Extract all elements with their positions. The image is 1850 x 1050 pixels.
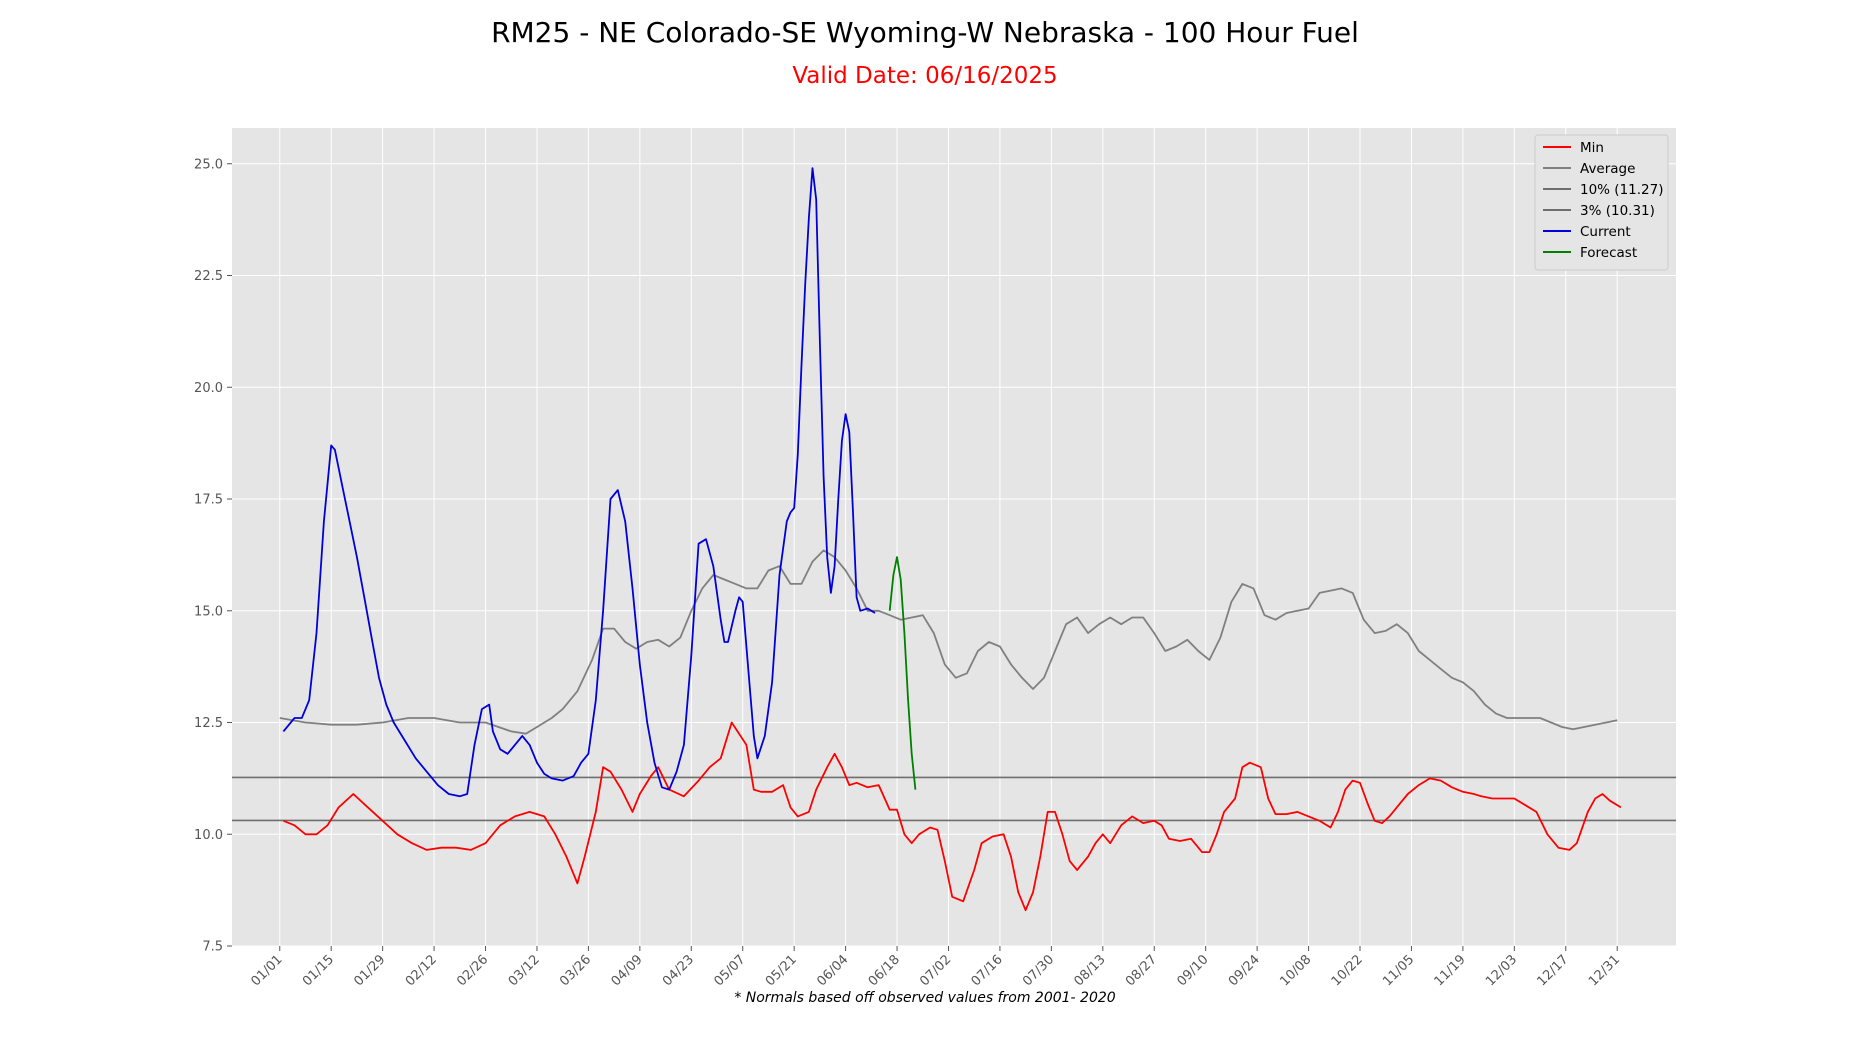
x-tick-label: 02/26 xyxy=(454,952,491,989)
x-tick-label: 06/18 xyxy=(866,952,903,989)
series-line-current xyxy=(282,167,876,798)
x-tick-label: 10/08 xyxy=(1277,952,1314,989)
y-tick-label: 10.0 xyxy=(194,828,223,843)
x-tick-label: 11/05 xyxy=(1380,952,1417,989)
legend: Min Average 10% (11.27) 3% (10.31) Current Fo… xyxy=(1534,134,1669,271)
y-tick-label: 7.5 xyxy=(202,940,223,955)
grid-layer xyxy=(232,128,1676,947)
x-tick-label: 01/15 xyxy=(300,952,337,989)
legend-label: Current xyxy=(1580,224,1631,240)
y-tick-label: 15.0 xyxy=(194,604,223,619)
x-tick-label: 01/29 xyxy=(351,952,388,989)
x-tick-label: 12/31 xyxy=(1586,952,1623,989)
x-tick-label: 03/12 xyxy=(506,952,543,989)
x-tick-label: 06/04 xyxy=(814,952,851,989)
legend-label: 10% (11.27) xyxy=(1580,182,1663,198)
x-tick-label: 03/26 xyxy=(557,952,594,989)
reference-lines xyxy=(232,776,1676,822)
y-tick-label: 17.5 xyxy=(194,493,223,508)
series-line-average xyxy=(279,549,1618,735)
y-tick-label: 22.5 xyxy=(194,269,223,284)
y-tick-label: 25.0 xyxy=(194,157,223,172)
series-line-min xyxy=(283,721,1622,912)
x-tick-label: 07/16 xyxy=(969,952,1006,989)
x-tick-label: 07/02 xyxy=(917,952,954,989)
x-tick-label: 07/30 xyxy=(1020,952,1057,989)
x-tick-label: 09/24 xyxy=(1226,952,1263,989)
x-tick-label: 04/09 xyxy=(609,952,646,989)
x-tick-label: 12/03 xyxy=(1483,952,1520,989)
chart-footnote: * Normals based off observed values from… xyxy=(734,990,1116,1006)
x-tick-label: 01/01 xyxy=(248,952,285,989)
x-tick-label: 08/27 xyxy=(1123,952,1160,989)
x-tick-label: 05/07 xyxy=(711,952,748,989)
legend-label: Average xyxy=(1580,161,1635,177)
legend-label: 3% (10.31) xyxy=(1580,203,1655,219)
x-tick-label: 08/13 xyxy=(1072,952,1109,989)
y-tick-label: 20.0 xyxy=(194,381,223,396)
chart-title: RM25 - NE Colorado-SE Wyoming-W Nebraska… xyxy=(491,16,1359,49)
series-layer xyxy=(279,167,1622,912)
chart-subtitle: Valid Date: 06/16/2025 xyxy=(792,63,1058,89)
plot-background xyxy=(232,128,1676,946)
x-tick-label: 09/10 xyxy=(1174,952,1211,989)
x-tick-label: 04/23 xyxy=(660,952,697,989)
legend-label: Min xyxy=(1580,140,1604,156)
x-tick-label: 05/21 xyxy=(763,952,800,989)
x-tick-label: 02/12 xyxy=(403,952,440,989)
x-tick-label: 12/17 xyxy=(1534,952,1571,989)
legend-label: Forecast xyxy=(1580,245,1637,261)
y-tick-label: 12.5 xyxy=(194,716,223,731)
series-line-forecast xyxy=(888,556,917,790)
x-tick-label: 10/22 xyxy=(1329,952,1366,989)
x-tick-label: 11/19 xyxy=(1432,952,1469,989)
